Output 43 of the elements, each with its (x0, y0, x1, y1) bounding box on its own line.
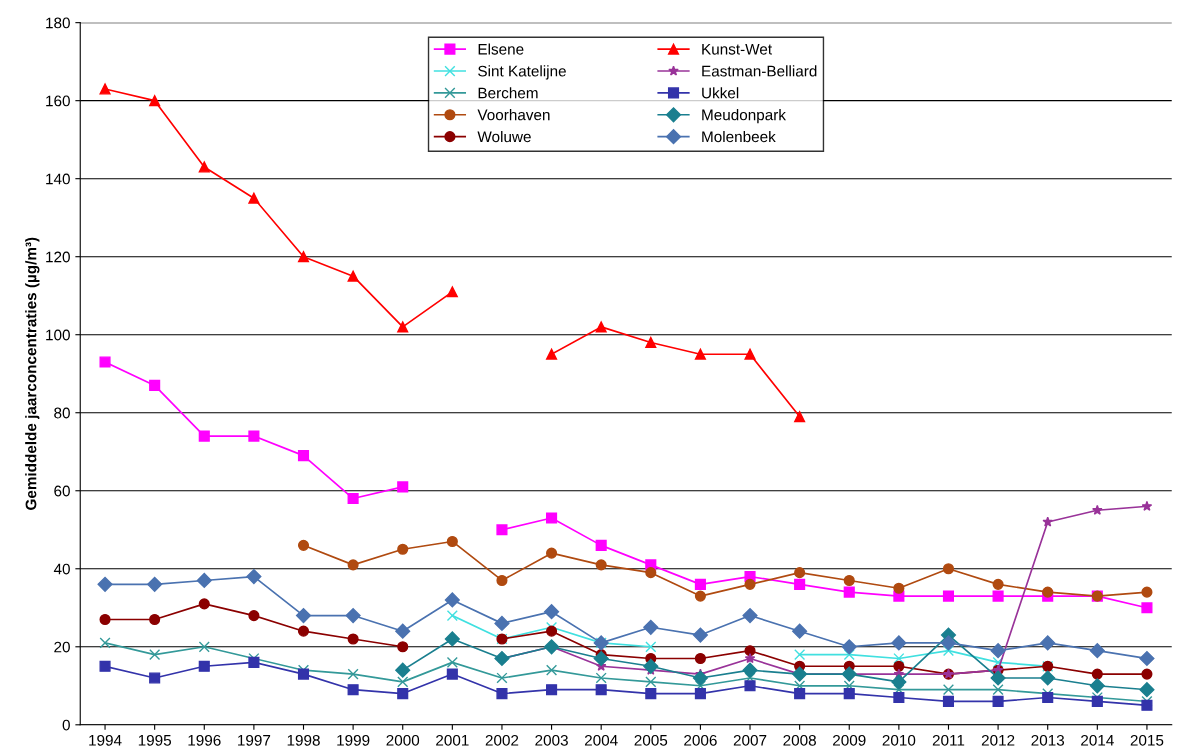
y-tick-label: 40 (53, 563, 70, 575)
x-tick-label: 2008 (783, 734, 816, 746)
y-axis-title: Gemiddelde jaarconcentraties (µg/m³) (25, 237, 40, 510)
x-tick-label: 2009 (833, 734, 866, 746)
x-tick-label: 2006 (684, 734, 717, 746)
x-tick-label: 1994 (89, 734, 122, 746)
x-tick-label: 2000 (386, 734, 420, 746)
y-tick-label: 20 (54, 641, 70, 653)
legend-label: Ukkel (702, 87, 739, 99)
x-tick-label: 2003 (535, 734, 568, 746)
y-tick-label: 100 (46, 329, 70, 341)
legend-label: Meudonpark (702, 109, 786, 124)
x-tick-label: 2012 (981, 734, 1015, 746)
x-tick-label: 2010 (882, 734, 916, 746)
y-tick-label: 0 (62, 719, 70, 731)
x-tick-label: 1999 (337, 734, 370, 746)
y-tick-label: 80 (54, 407, 70, 419)
x-tick-label: 1998 (287, 734, 320, 746)
legend-label: Kunst-Wet (702, 43, 772, 55)
x-tick-label: 1996 (188, 734, 221, 746)
y-tick-label: 180 (46, 17, 70, 29)
x-tick-label: 2015 (1130, 734, 1164, 746)
y-tick-label: 160 (46, 95, 70, 107)
x-tick-label: 2007 (733, 734, 767, 746)
x-tick-label: 2004 (584, 734, 618, 746)
legend-label: Molenbeek (702, 130, 776, 143)
x-tick-label: 2005 (634, 734, 668, 746)
y-tick-label: 60 (54, 485, 70, 497)
y-tick-label: 140 (46, 173, 70, 185)
x-tick-label: 1995 (138, 734, 172, 746)
legend-label: Eastman-Belliard (702, 65, 817, 77)
legend-label: Voorhaven (477, 109, 550, 121)
x-tick-label: 2011 (932, 734, 965, 746)
legend-label: Woluwe (477, 130, 531, 143)
legend-label: Sint Katelijne (478, 65, 566, 80)
legend-label: Elsene (478, 43, 524, 55)
x-tick-label: 2002 (485, 734, 519, 746)
x-tick-label: 1997 (238, 734, 271, 746)
x-tick-label: 2001 (436, 734, 469, 746)
x-tick-label: 2013 (1031, 734, 1065, 746)
y-tick-label: 120 (46, 251, 70, 263)
legend-label: Berchem (478, 87, 538, 99)
x-tick-label: 2014 (1081, 734, 1114, 746)
